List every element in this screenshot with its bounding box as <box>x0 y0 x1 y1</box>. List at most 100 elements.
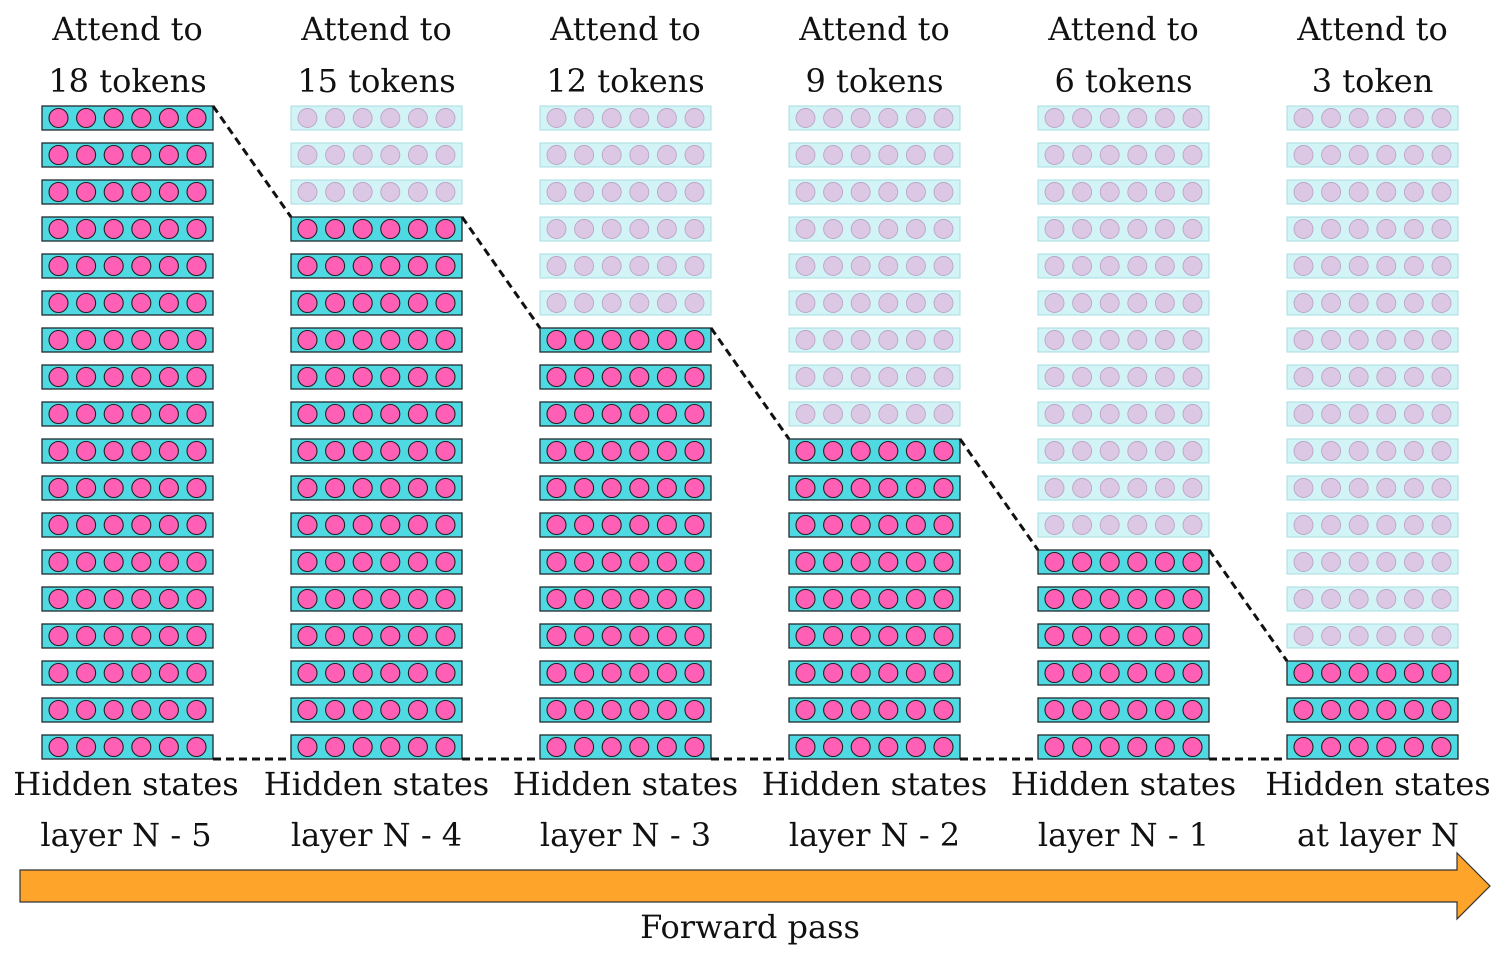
neuron-unit <box>1072 145 1093 165</box>
neuron-unit <box>823 514 844 536</box>
neuron-unit <box>1154 588 1175 610</box>
neuron-unit <box>48 366 69 388</box>
state-box <box>290 586 463 612</box>
neuron-unit <box>1127 699 1148 721</box>
neuron-unit <box>933 440 954 462</box>
neuron-unit <box>1044 625 1065 647</box>
neuron-unit <box>1044 441 1065 461</box>
state-box <box>41 364 214 390</box>
neuron-unit <box>297 662 318 684</box>
neuron-unit <box>103 588 124 610</box>
neuron-unit <box>76 403 97 425</box>
neuron-unit <box>407 662 428 684</box>
neuron-unit <box>435 292 456 314</box>
neuron-unit <box>1431 108 1452 128</box>
neuron-unit <box>1403 330 1424 350</box>
neuron-unit <box>103 514 124 536</box>
neuron-unit <box>1182 145 1203 165</box>
neuron-unit <box>795 477 816 499</box>
neuron-unit <box>1376 589 1397 609</box>
neuron-unit <box>905 219 926 239</box>
masked-state-row <box>1286 327 1459 353</box>
hidden-state-row <box>1037 697 1210 723</box>
neuron-unit <box>297 699 318 721</box>
hidden-state-row <box>290 512 463 538</box>
masked-state-row <box>1037 253 1210 279</box>
state-box <box>41 401 214 427</box>
neuron-unit <box>546 477 567 499</box>
neuron-unit <box>546 588 567 610</box>
hidden-state-row <box>539 660 712 686</box>
neuron-unit <box>297 477 318 499</box>
neuron-unit <box>1044 404 1065 424</box>
neuron-unit <box>1403 736 1424 758</box>
state-box <box>41 512 214 538</box>
neuron-unit <box>601 551 622 573</box>
neuron-unit <box>1293 552 1314 572</box>
neuron-unit <box>933 330 954 350</box>
neuron-unit <box>1403 515 1424 535</box>
neuron-unit <box>850 182 871 202</box>
neuron-unit <box>1293 145 1314 165</box>
neuron-unit <box>601 440 622 462</box>
layer-label: layer N - 2 <box>789 816 960 854</box>
masked-state-row <box>1286 438 1459 464</box>
state-box <box>1037 586 1210 612</box>
state-box <box>290 105 463 131</box>
state-box <box>788 179 961 205</box>
neuron-unit <box>684 736 705 758</box>
neuron-unit <box>1127 108 1148 128</box>
neuron-unit <box>186 477 207 499</box>
neuron-unit <box>1293 478 1314 498</box>
neuron-unit <box>1072 478 1093 498</box>
neuron-unit <box>1154 256 1175 276</box>
neuron-unit <box>1182 330 1203 350</box>
neuron-unit <box>103 477 124 499</box>
neuron-unit <box>48 662 69 684</box>
state-box <box>290 142 463 168</box>
neuron-unit <box>1072 293 1093 313</box>
attend-label: Attend to <box>798 10 950 48</box>
neuron-unit <box>1099 478 1120 498</box>
neuron-unit <box>435 588 456 610</box>
neuron-unit <box>1072 662 1093 684</box>
masked-state-row <box>788 290 961 316</box>
state-box <box>1037 216 1210 242</box>
hidden-state-row <box>41 216 214 242</box>
neuron-unit <box>1403 441 1424 461</box>
neuron-unit <box>131 662 152 684</box>
neuron-unit <box>1182 367 1203 387</box>
hidden-state-row <box>290 660 463 686</box>
neuron-unit <box>435 108 456 128</box>
neuron-unit <box>1293 662 1314 684</box>
masked-state-row <box>1286 253 1459 279</box>
neuron-unit <box>795 293 816 313</box>
neuron-unit <box>905 440 926 462</box>
masked-state-row <box>788 364 961 390</box>
neuron-unit <box>574 699 595 721</box>
neuron-unit <box>1072 625 1093 647</box>
neuron-unit <box>380 625 401 647</box>
neuron-unit <box>1182 478 1203 498</box>
hidden-state-row <box>290 623 463 649</box>
neuron-unit <box>684 145 705 165</box>
neuron-unit <box>48 329 69 351</box>
neuron-unit <box>601 256 622 276</box>
masked-state-row <box>1286 216 1459 242</box>
neuron-unit <box>905 514 926 536</box>
neuron-unit <box>574 514 595 536</box>
neuron-unit <box>158 218 179 240</box>
neuron-unit <box>407 145 428 165</box>
neuron-unit <box>795 367 816 387</box>
state-box <box>1037 290 1210 316</box>
attend-label: Attend to <box>300 10 452 48</box>
neuron-unit <box>574 219 595 239</box>
neuron-unit <box>1072 515 1093 535</box>
neuron-unit <box>1154 478 1175 498</box>
neuron-unit <box>1376 478 1397 498</box>
state-box <box>1037 623 1210 649</box>
masked-state-row <box>1037 179 1210 205</box>
masked-state-row <box>788 142 961 168</box>
neuron-unit <box>850 108 871 128</box>
neuron-unit <box>297 366 318 388</box>
